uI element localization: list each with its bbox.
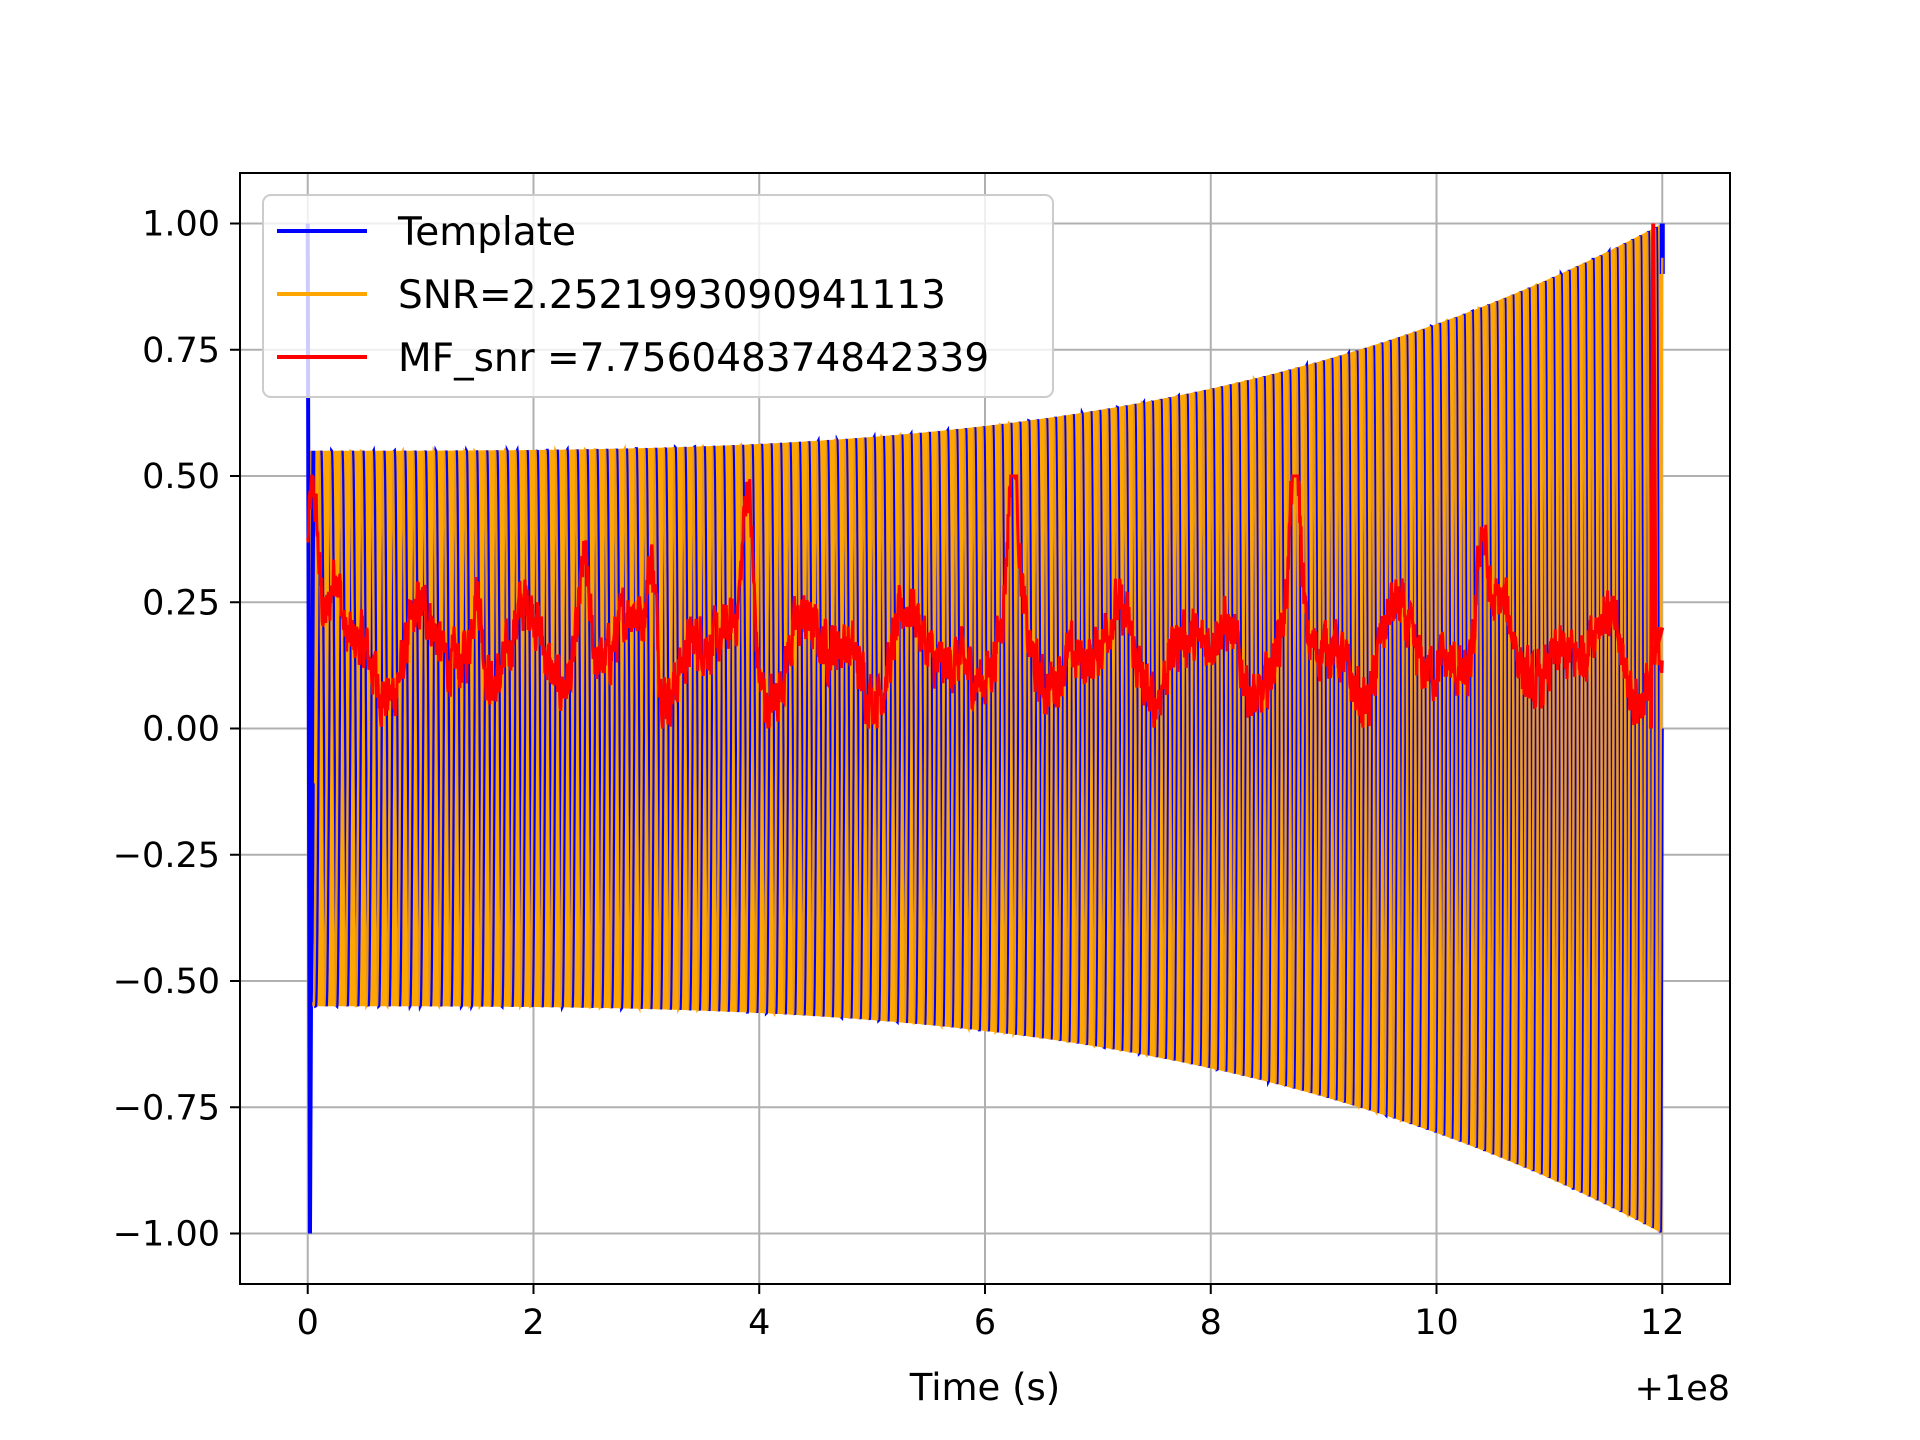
y-tick-label: 1.00 (142, 205, 220, 245)
x-tick-label: 0 (297, 1303, 319, 1343)
ticks: 0 2 4 6 8 10 12 1.00 0.75 0.50 0.25 0.00 −0.25 −0.50 −… (113, 205, 1685, 1344)
legend-label-template: Template (397, 210, 576, 255)
y-tick-label: −0.75 (113, 1088, 220, 1128)
x-tick-label: 12 (1640, 1303, 1685, 1343)
x-tick-label: 2 (522, 1303, 544, 1343)
legend-label-mf-snr: MF_snr =7.756048374842339 (398, 336, 989, 381)
y-tick-label: 0.25 (142, 583, 220, 623)
y-tick-label: −0.25 (113, 836, 220, 876)
y-tick-label: −1.00 (113, 1215, 220, 1255)
legend-box (262, 194, 1054, 398)
y-tick-label: 0.75 (142, 331, 220, 371)
x-tick-label: 8 (1200, 1303, 1222, 1343)
x-offset-label: +1e8 (1635, 1369, 1730, 1409)
legend: Template SNR=2.2521993090941113 MF_snr =… (262, 194, 1054, 398)
series-snr-line (312, 227, 1664, 1232)
legend-label-snr: SNR=2.2521993090941113 (398, 273, 946, 318)
x-tick-label: 10 (1414, 1303, 1459, 1343)
series-mf-snr-spike (1648, 223, 1665, 729)
x-tick-label: 6 (974, 1303, 996, 1343)
y-tick-label: 0.50 (142, 457, 220, 497)
x-axis-label: Time (s) (909, 1366, 1060, 1409)
y-tick-label: 0.00 (142, 710, 220, 750)
series-mf-snr-line (306, 474, 1664, 729)
series-layer (305, 223, 1665, 1234)
x-tick-label: 4 (748, 1303, 770, 1343)
y-tick-label: −0.50 (113, 962, 220, 1002)
series-template-spike (305, 223, 316, 1234)
